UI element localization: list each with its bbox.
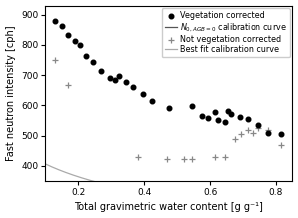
Y-axis label: Fast neutron intensity [cph]: Fast neutron intensity [cph]: [6, 26, 15, 161]
Not vegetation corrected: [53, 58, 58, 62]
Not vegetation corrected: [181, 157, 186, 160]
$N_{0,AGB=0}$ calibration curve: [74, 195, 77, 198]
Vegetation corrected: [99, 70, 104, 73]
Not vegetation corrected: [255, 127, 260, 130]
Best fit calibration curve: [44, 163, 47, 165]
Vegetation corrected: [84, 55, 89, 58]
Vegetation corrected: [223, 121, 227, 124]
Vegetation corrected: [77, 43, 82, 47]
Vegetation corrected: [229, 112, 234, 116]
Best fit calibration curve: [203, 200, 207, 203]
Vegetation corrected: [112, 78, 117, 82]
Vegetation corrected: [190, 104, 194, 108]
Not vegetation corrected: [279, 143, 283, 146]
Not vegetation corrected: [239, 133, 244, 136]
Vegetation corrected: [117, 74, 122, 77]
Vegetation corrected: [237, 115, 242, 119]
Vegetation corrected: [150, 99, 155, 102]
Best fit calibration curve: [227, 202, 230, 205]
$N_{0,AGB=0}$ calibration curve: [126, 206, 130, 209]
Vegetation corrected: [199, 114, 204, 118]
Not vegetation corrected: [190, 157, 194, 160]
Vegetation corrected: [213, 110, 218, 114]
Vegetation corrected: [206, 116, 211, 120]
Vegetation corrected: [130, 85, 135, 89]
Not vegetation corrected: [135, 155, 140, 158]
$N_{0,AGB=0}$ calibration curve: [44, 185, 47, 188]
Vegetation corrected: [246, 117, 250, 120]
$N_{0,AGB=0}$ calibration curve: [203, 216, 207, 218]
Not vegetation corrected: [232, 137, 237, 140]
Vegetation corrected: [216, 119, 221, 122]
Best fit calibration curve: [126, 188, 130, 191]
X-axis label: Total gravimetric water content [g g⁻¹]: Total gravimetric water content [g g⁻¹]: [74, 203, 263, 213]
Vegetation corrected: [91, 61, 95, 64]
Vegetation corrected: [66, 33, 71, 37]
Not vegetation corrected: [213, 155, 218, 158]
Best fit calibration curve: [297, 208, 298, 211]
Best fit calibration curve: [74, 175, 77, 177]
Not vegetation corrected: [265, 128, 270, 131]
Vegetation corrected: [255, 124, 260, 127]
Vegetation corrected: [279, 133, 283, 136]
Vegetation corrected: [167, 107, 171, 110]
Not vegetation corrected: [251, 131, 255, 134]
Line: $N_{0,AGB=0}$ calibration curve: $N_{0,AGB=0}$ calibration curve: [45, 186, 298, 218]
Vegetation corrected: [107, 76, 112, 79]
$N_{0,AGB=0}$ calibration curve: [144, 209, 148, 211]
Vegetation corrected: [226, 109, 231, 112]
Best fit calibration curve: [144, 191, 148, 194]
Not vegetation corrected: [223, 155, 227, 158]
Line: Best fit calibration curve: Best fit calibration curve: [45, 164, 298, 209]
Not vegetation corrected: [66, 84, 71, 87]
Vegetation corrected: [53, 20, 58, 23]
Vegetation corrected: [59, 24, 64, 28]
Best fit calibration curve: [228, 203, 232, 205]
Vegetation corrected: [140, 92, 145, 96]
Vegetation corrected: [73, 39, 77, 43]
Legend: Vegetation corrected, $N_{0,AGB=0}$ calibration curve, Not vegetation corrected,: Vegetation corrected, $N_{0,AGB=0}$ cali…: [162, 8, 290, 57]
Not vegetation corrected: [246, 128, 250, 131]
Not vegetation corrected: [165, 157, 170, 160]
Vegetation corrected: [265, 131, 270, 134]
Vegetation corrected: [124, 80, 128, 83]
